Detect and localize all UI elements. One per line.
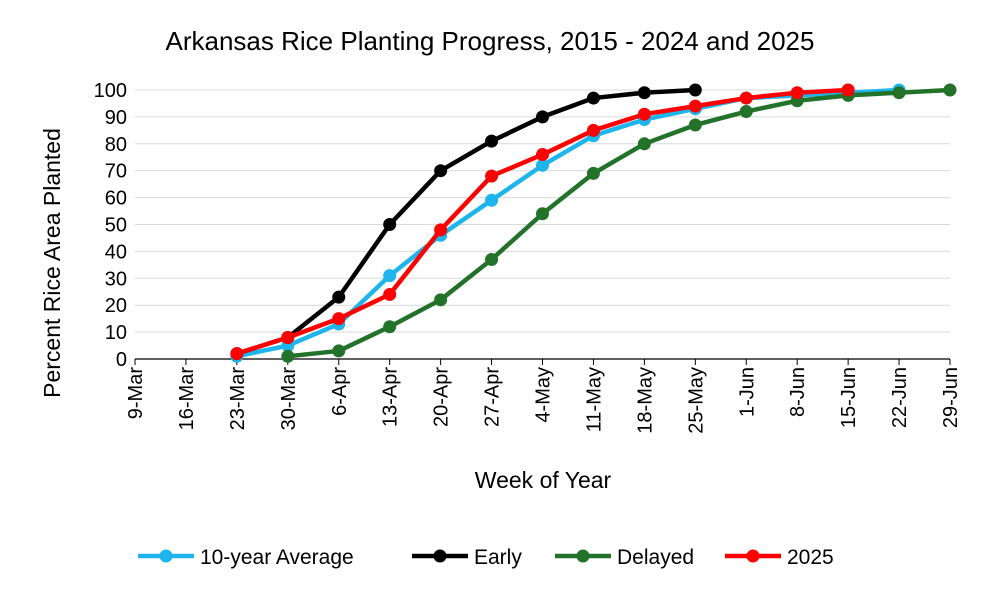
chart-title: Arkansas Rice Planting Progress, 2015 - …: [166, 26, 815, 56]
legend-swatch-marker: [576, 549, 590, 563]
data-point: [637, 107, 651, 121]
data-point: [281, 330, 295, 344]
x-tick-label: 27-Apr: [482, 367, 504, 427]
legend-swatch-marker: [159, 549, 173, 563]
data-point: [332, 344, 346, 358]
x-tick-label: 9-Mar: [125, 367, 147, 420]
data-point: [637, 86, 651, 100]
data-point: [536, 148, 549, 162]
x-tick-label: 30-Mar: [278, 367, 300, 431]
data-point: [332, 312, 346, 326]
y-tick-label: 80: [105, 134, 127, 156]
series-line: [287, 87, 951, 359]
legend-item: 2025: [725, 546, 834, 569]
x-tick-label: 25-May: [685, 367, 707, 434]
data-point: [434, 223, 448, 237]
series-2: [281, 83, 957, 363]
data-point: [892, 86, 906, 100]
x-tick-label: 1-Jun: [736, 367, 758, 417]
legend-item: 10-year Average: [138, 546, 354, 569]
x-tick-label: 22-Jun: [889, 367, 911, 428]
data-point: [536, 207, 549, 221]
data-point: [485, 252, 499, 266]
data-point: [688, 83, 702, 97]
data-point: [536, 158, 549, 172]
data-point: [485, 169, 499, 183]
data-point: [790, 86, 804, 100]
x-tick-label: 13-Apr: [380, 367, 402, 427]
legend-swatch-marker: [433, 549, 447, 563]
y-axis-title: Percent Rice Area Planted: [39, 128, 65, 398]
x-tick-label: 15-Jun: [838, 367, 860, 428]
legend-item: Early: [412, 546, 522, 569]
data-point: [586, 123, 600, 137]
legend-item: Delayed: [555, 546, 694, 569]
x-tick-label: 29-Jun: [940, 367, 962, 428]
y-axis-ticks: 0 10 20 30 40 50 60 70 80 90 100: [94, 80, 127, 371]
x-axis-ticks: 9-Mar 16-Mar 23-Mar 30-Mar 6-Apr 13-Apr 20-Apr…: [125, 359, 962, 434]
series-line: [236, 87, 849, 356]
legend-label: Early: [474, 546, 522, 569]
legend-label: 10-year Average: [200, 546, 354, 569]
data-point: [739, 91, 753, 105]
y-tick-label: 40: [105, 241, 127, 263]
x-tick-label: 16-Mar: [176, 367, 198, 431]
legend-label: 2025: [787, 546, 834, 569]
data-point: [383, 269, 397, 283]
series-group: [230, 83, 957, 363]
data-point: [230, 347, 244, 361]
data-point: [485, 193, 499, 207]
data-point: [586, 166, 600, 180]
data-point: [281, 349, 295, 363]
x-tick-label: 18-May: [634, 367, 656, 434]
data-point: [383, 287, 397, 301]
data-point: [688, 118, 702, 132]
y-tick-label: 60: [105, 188, 127, 210]
data-point: [383, 320, 397, 334]
legend: 10-year Average Early Delayed 2025: [138, 546, 834, 569]
x-tick-label: 20-Apr: [431, 367, 453, 427]
data-point: [383, 218, 397, 231]
x-tick-label: 11-May: [583, 367, 605, 432]
y-tick-label: 30: [105, 268, 127, 290]
legend-label: Delayed: [617, 546, 694, 569]
y-tick-label: 20: [105, 295, 127, 317]
series-line: [236, 87, 696, 356]
data-point: [943, 83, 957, 97]
x-axis-title: Week of Year: [475, 467, 612, 493]
x-tick-label: 23-Mar: [227, 367, 249, 431]
y-tick-label: 90: [105, 107, 127, 129]
data-point: [586, 91, 600, 105]
y-tick-label: 0: [116, 349, 127, 371]
y-tick-label: 100: [94, 80, 127, 102]
data-point: [485, 134, 499, 148]
data-point: [841, 83, 855, 97]
data-point: [637, 137, 651, 151]
y-tick-label: 50: [105, 215, 127, 237]
data-point: [536, 110, 549, 124]
x-tick-label: 4-May: [533, 367, 555, 423]
data-point: [434, 293, 448, 307]
data-point: [332, 290, 346, 304]
y-tick-label: 70: [105, 161, 127, 183]
x-tick-label: 8-Jun: [787, 367, 809, 417]
data-point: [739, 105, 753, 119]
x-tick-label: 6-Apr: [329, 367, 351, 416]
data-point: [434, 164, 448, 178]
data-point: [688, 99, 702, 113]
y-tick-label: 10: [105, 322, 127, 344]
legend-swatch-marker: [746, 549, 760, 563]
series-3: [230, 83, 855, 361]
